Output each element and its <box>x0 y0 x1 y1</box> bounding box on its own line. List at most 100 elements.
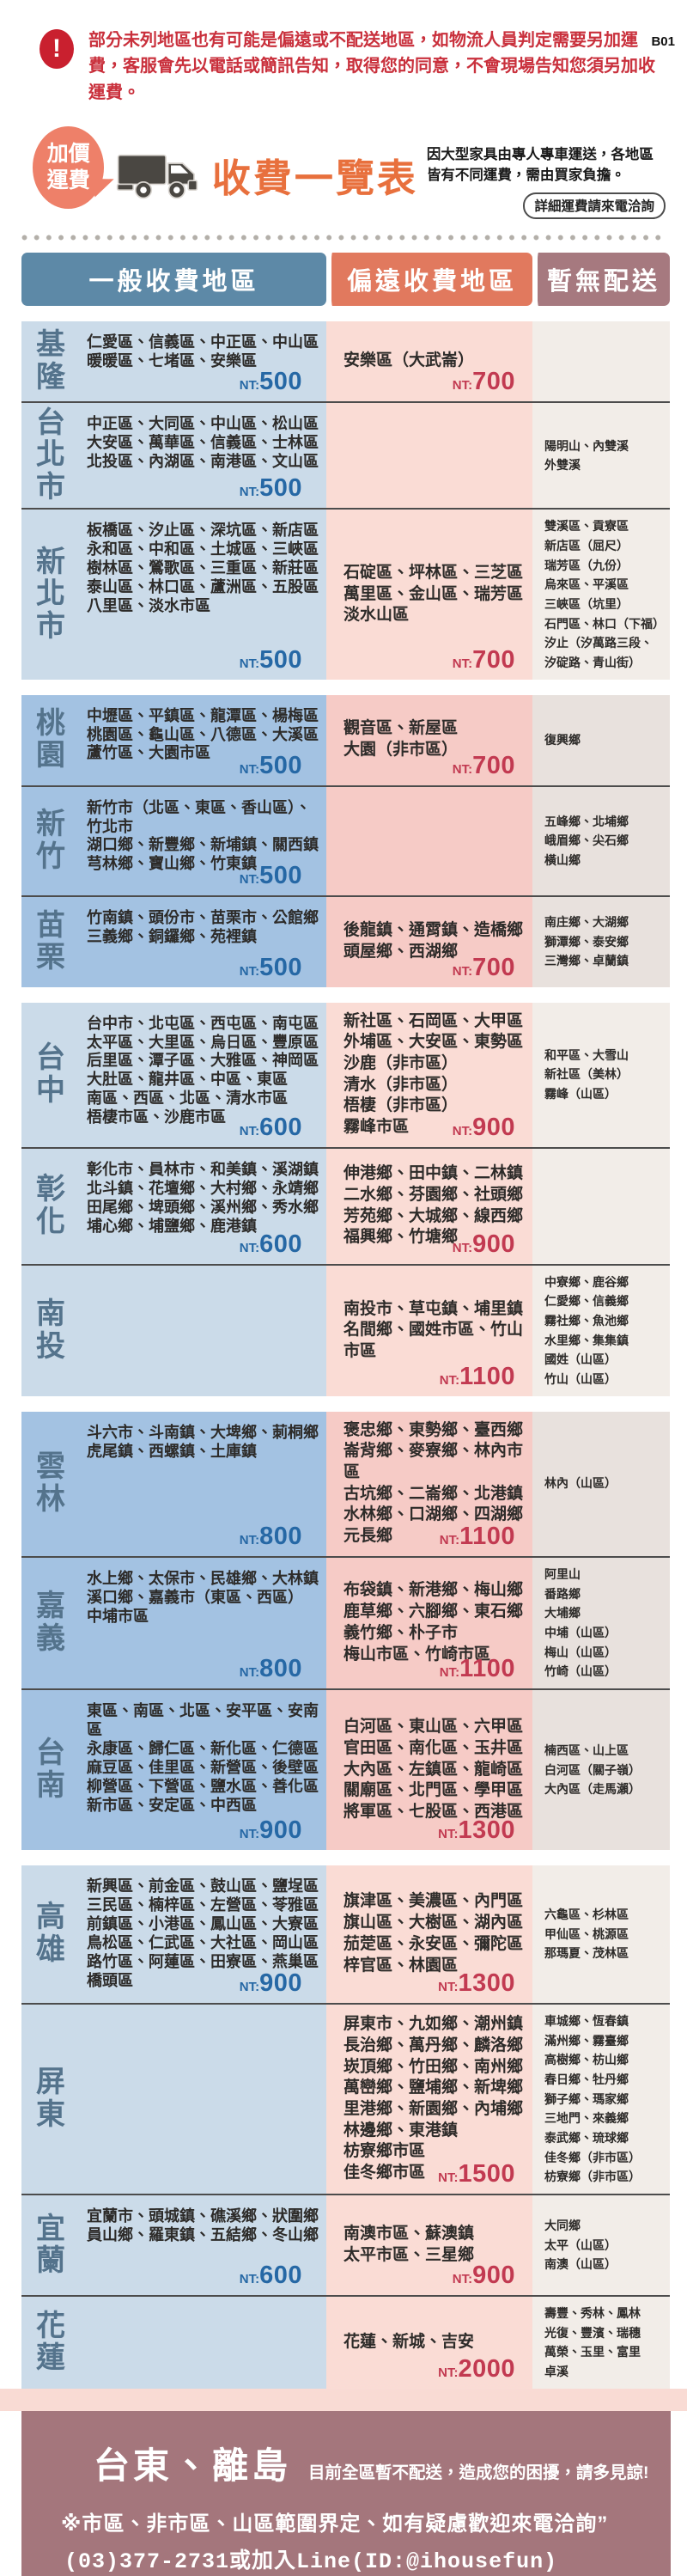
area-list-general: 中正區、大同區、中山區、松山區 大安區、萬華區、信義區、士林區 北投區、內湖區、… <box>87 415 319 471</box>
cell-no-delivery: 陽明山、內雙溪 外雙溪 <box>532 403 670 509</box>
column-header-remote: 偏遠收費地區 <box>326 253 532 307</box>
area-list-remote: 布袋鎮、新港鄉、梅山鄉 鹿草鄉、六腳鄉、東石鄉 義竹鄉、朴子市 梅山市區、竹崎市… <box>344 1581 524 1663</box>
table-row: 嘉 義 水上鄉、太保市、民雄鄉、大林鎮 溪口鄉、嘉義市（東區、西區） 中埔市區 … <box>21 1555 670 1688</box>
cell-remote: 白河區、東山區、六甲區 官田區、南化區、玉井區 大內區、左鎮區、龍崎區 關廟區、… <box>326 1689 532 1850</box>
cell-general: 雲 林 斗六市、斗南鎮、大埤鄉、莿桐鄉 虎尾鎮、西螺鎮、土庫鎮 NT:800 <box>21 1411 326 1556</box>
area-list-remote: 褒忠鄉、東勢鄉、臺西鄉 崙背鄉、麥寮鄉、林內市區 古坑鄉、二崙鄉、北港鎮 水林鄉… <box>344 1420 524 1546</box>
cell-remote <box>326 403 532 509</box>
region-label: 屏 東 <box>36 2066 65 2131</box>
cell-remote <box>326 786 532 895</box>
price-remote: NT:900 <box>452 2261 515 2289</box>
table-row: 花 蓮 花蓮、新城、吉安 NT:2000 壽豐、秀林、鳳林 光復、豐濱、瑞穗 萬… <box>21 2294 670 2389</box>
price-remote: NT:1300 <box>438 1969 515 1997</box>
cell-no-delivery: 車城鄉、恆春鎮 滿州鄉、霧臺鄉 高樹鄉、枋山鄉 春日鄉、牡丹鄉 獅子鄉、瑪家鄉 … <box>532 2004 670 2194</box>
price-general: NT:600 <box>239 1230 302 1258</box>
footer-subtitle: 目前全區暫不配送，造成您的困擾，請多見諒! <box>308 2463 649 2482</box>
price-general: NT:600 <box>239 2261 302 2289</box>
area-list-general: 板橋區、汐止區、深坑區、新店區 永和區、中和區、土城區、三峽區 樹林區、鶯歌區、… <box>87 522 319 614</box>
cell-remote: 新社區、石岡區、大甲區 外埔區、大安區、東勢區 沙鹿（非市區） 清水（非市區） … <box>326 1002 532 1147</box>
price-remote: NT:1500 <box>438 2159 515 2188</box>
region-label: 宜 蘭 <box>36 2212 65 2277</box>
area-list-no-delivery: 五峰鄉、北埔鄉 峨眉鄉、尖石鄉 橫山鄉 <box>544 814 629 867</box>
footer-note-1: ※市區、非市區、山區範圍界定、如有疑慮歡迎來電洽詢” <box>61 2512 609 2536</box>
region-label: 新 北 市 <box>36 545 65 643</box>
surcharge-badge: 加價 運費 <box>33 126 105 210</box>
area-list-no-delivery: 車城鄉、恆春鎮 滿州鄉、霧臺鄉 高樹鄉、枋山鄉 春日鄉、牡丹鄉 獅子鄉、瑪家鄉 … <box>544 2013 641 2184</box>
region-label: 南 投 <box>36 1297 65 1363</box>
table-row: 苗 栗 竹南鎮、頭份市、苗栗市、公館鄉 三義鄉、銅鑼鄉、苑裡鎮 NT:500 後… <box>21 894 670 987</box>
cell-general: 基 隆 仁愛區、信義區、中正區、中山區 暖暖區、七堵區、安樂區 NT:500 <box>21 321 326 402</box>
area-list-general: 宜蘭市、頭城鎮、礁溪鄉、狀圍鄉 員山鄉、羅東鎮、五結鄉、冬山鄉 <box>87 2207 319 2243</box>
region-label: 新 竹 <box>36 808 65 873</box>
area-list-remote: 旗津區、美濃區、內門區 旗山區、大樹區、湖內區 茄萣區、永安區、彌陀區 梓官區、… <box>344 1892 524 1975</box>
area-list-remote: 觀音區、新屋區 大園（非市區） <box>344 719 459 760</box>
area-list-remote: 南投市、草屯鎮、埔里鎮 名間鄉、國姓市區、竹山市區 <box>344 1299 524 1361</box>
cell-no-delivery: 林內（山區） <box>532 1411 670 1556</box>
area-list-no-delivery: 中寮鄉、鹿谷鄉 仁愛鄉、信義鄉 霧社鄉、魚池鄉 水里鄉、集集鎮 國姓（山區） 竹… <box>544 1274 629 1387</box>
region-label: 花 蓮 <box>36 2309 65 2375</box>
area-list-remote: 後龍鎮、通霄鎮、造橋鄉 頭屋鄉、西湖鄉 <box>344 921 524 961</box>
cell-remote: 屏東市、九如鄉、潮州鎮 長治鄉、萬丹鄉、麟洛鄉 崁頂鄉、竹田鄉、南州鄉 萬巒鄉、… <box>326 2004 532 2194</box>
page-title: 收費一覽表 <box>211 156 418 201</box>
fee-table-body: 基 隆 仁愛區、信義區、中正區、中山區 暖暖區、七堵區、安樂區 NT:500 安… <box>21 321 670 2389</box>
cell-general: 新 竹 新竹市（北區、東區、香山區）、竹北市 湖口鄉、新豐鄉、新埔鎮、關西鎮 芎… <box>21 786 326 895</box>
area-list-no-delivery: 楠西區、山上區 白河區（關子嶺） 大內區（走馬瀨） <box>544 1743 641 1797</box>
cell-general: 花 蓮 <box>21 2296 326 2389</box>
footer-banner: 台東、離島 目前全區暫不配送，造成您的困擾，請多見諒! ※市區、非市區、山區範圍… <box>21 2410 671 2576</box>
cell-no-delivery: 雙溪區、貢寮區 新店區（屈尺） 瑞芳區（九份） 烏來區、平溪區 三峽區（坑里） … <box>532 510 670 680</box>
column-header-general: 一般收費地區 <box>21 253 326 307</box>
cell-general: 屏 東 <box>21 2004 326 2194</box>
price-general: NT:500 <box>239 861 302 889</box>
area-list-remote: 石碇區、坪林區、三芝區 萬里區、金山區、瑞芳區 淡水山區 <box>344 563 524 625</box>
cell-general: 彰 化 彰化市、員林市、和美鎮、溪湖鎮 北斗鎮、花壇鄉、大村鄉、永靖鄉 田尾鄉、… <box>21 1148 326 1264</box>
cell-no-delivery: 中寮鄉、鹿谷鄉 仁愛鄉、信義鄉 霧社鄉、魚池鄉 水里鄉、集集鎮 國姓（山區） 竹… <box>532 1265 670 1396</box>
table-row: 南 投 南投市、草屯鎮、埔里鎮 名間鄉、國姓市區、竹山市區 NT:1100 中寮… <box>21 1263 670 1396</box>
area-list-remote: 安樂區（大武崙） <box>344 351 475 370</box>
area-list-general: 台中市、北屯區、西屯區、南屯區 太平區、大里區、烏日區、豐原區 后里區、潭子區、… <box>87 1014 319 1126</box>
price-remote: NT:2000 <box>438 2354 515 2383</box>
cell-no-delivery: 五峰鄉、北埔鄉 峨眉鄉、尖石鄉 橫山鄉 <box>532 786 670 895</box>
footer-title: 台東、離島 <box>94 2445 292 2486</box>
table-row: 雲 林 斗六市、斗南鎮、大埤鄉、莿桐鄉 虎尾鎮、西螺鎮、土庫鎮 NT:800 褒… <box>21 1411 670 1556</box>
region-label: 台 北 市 <box>36 406 65 504</box>
region-label: 台 中 <box>36 1041 65 1107</box>
cell-general: 新 北 市 板橋區、汐止區、深坑區、新店區 永和區、中和區、土城區、三峽區 樹林… <box>21 510 326 680</box>
cell-remote: 褒忠鄉、東勢鄉、臺西鄉 崙背鄉、麥寮鄉、林內市區 古坑鄉、二崙鄉、北港鎮 水林鄉… <box>326 1411 532 1556</box>
area-list-no-delivery: 大同鄉 太平（山區） 南澳（山區） <box>544 2218 617 2272</box>
page-root: { "page_code": "B01", "notice": { "text"… <box>0 27 687 2576</box>
cell-no-delivery <box>532 1148 670 1264</box>
area-list-general <box>71 2297 326 2314</box>
area-list-general: 彰化市、員林市、和美鎮、溪湖鎮 北斗鎮、花壇鄉、大村鄉、永靖鄉 田尾鄉、埤頭鄉、… <box>87 1160 319 1235</box>
table-row: 桃 園 中壢區、平鎮區、龍潭區、楊梅區 桃園區、龜山區、八德區、大溪區 蘆竹區、… <box>21 694 670 785</box>
area-list-general: 新竹市（北區、東區、香山區）、竹北市 湖口鄉、新豐鄉、新埔鎮、關西鎮 芎林鄉、寶… <box>87 798 319 873</box>
area-list-general: 中壢區、平鎮區、龍潭區、楊梅區 桃園區、龜山區、八德區、大溪區 蘆竹區、大園市區 <box>87 706 319 762</box>
fee-table-header: 一般收費地區 偏遠收費地區 暫無配送 <box>21 253 670 307</box>
area-list-no-delivery <box>532 1199 548 1213</box>
table-row: 高 雄 新興區、前金區、鼓山區、鹽埕區 三民區、楠梓區、左營區、苓雅區 前鎮區、… <box>21 1865 670 2003</box>
cell-no-delivery: 南庄鄉、大湖鄉 獅潭鄉、泰安鄉 三灣鄉、卓蘭鎮 <box>532 896 670 987</box>
price-general: NT:500 <box>239 474 302 503</box>
area-list-remote: 屏東市、九如鄉、潮州鎮 長治鄉、萬丹鄉、麟洛鄉 崁頂鄉、竹田鄉、南州鄉 萬巒鄉、… <box>344 2015 524 2182</box>
table-row: 台 南 東區、南區、北區、安平區、安南區 永康區、歸仁區、新化區、仁德區 麻豆區… <box>21 1688 670 1850</box>
price-remote: NT:1100 <box>439 1362 515 1390</box>
fee-table: 一般收費地區 偏遠收費地區 暫無配送 基 隆 仁愛區、信義區、中正區、中山區 暖… <box>21 253 670 2389</box>
table-row: 基 隆 仁愛區、信義區、中正區、中山區 暖暖區、七堵區、安樂區 NT:500 安… <box>21 321 670 402</box>
table-row: 宜 蘭 宜蘭市、頭城鎮、礁溪鄉、狀圍鄉 員山鄉、羅東鎮、五結鄉、冬山鄉 NT:6… <box>21 2193 670 2295</box>
cell-no-delivery: 和平區、大雪山 新社區（美林） 霧峰（山區） <box>532 1002 670 1147</box>
cell-general: 台 南 東區、南區、北區、安平區、安南區 永康區、歸仁區、新化區、仁德區 麻豆區… <box>21 1689 326 1850</box>
price-remote: NT:700 <box>452 751 515 779</box>
cell-no-delivery <box>532 321 670 402</box>
price-remote: NT:700 <box>452 368 515 396</box>
truck-icon <box>117 155 198 199</box>
cell-general: 宜 蘭 宜蘭市、頭城鎮、礁溪鄉、狀圍鄉 員山鄉、羅東鎮、五結鄉、冬山鄉 NT:6… <box>21 2194 326 2295</box>
region-label: 嘉 義 <box>36 1590 65 1655</box>
area-list-remote <box>326 833 349 850</box>
region-label: 台 南 <box>36 1737 65 1802</box>
price-general: NT:800 <box>239 1654 302 1682</box>
region-label: 彰 化 <box>36 1173 65 1238</box>
table-row: 彰 化 彰化市、員林市、和美鎮、溪湖鎮 北斗鎮、花壇鄉、大村鄉、永靖鄉 田尾鄉、… <box>21 1146 670 1264</box>
price-remote: NT:1100 <box>439 1654 515 1682</box>
cell-general: 嘉 義 水上鄉、太保市、民雄鄉、大林鎮 溪口鄉、嘉義市（東區、西區） 中埔市區 … <box>21 1557 326 1688</box>
price-remote: NT:1300 <box>438 1816 515 1844</box>
price-general: NT:900 <box>239 1969 302 1997</box>
